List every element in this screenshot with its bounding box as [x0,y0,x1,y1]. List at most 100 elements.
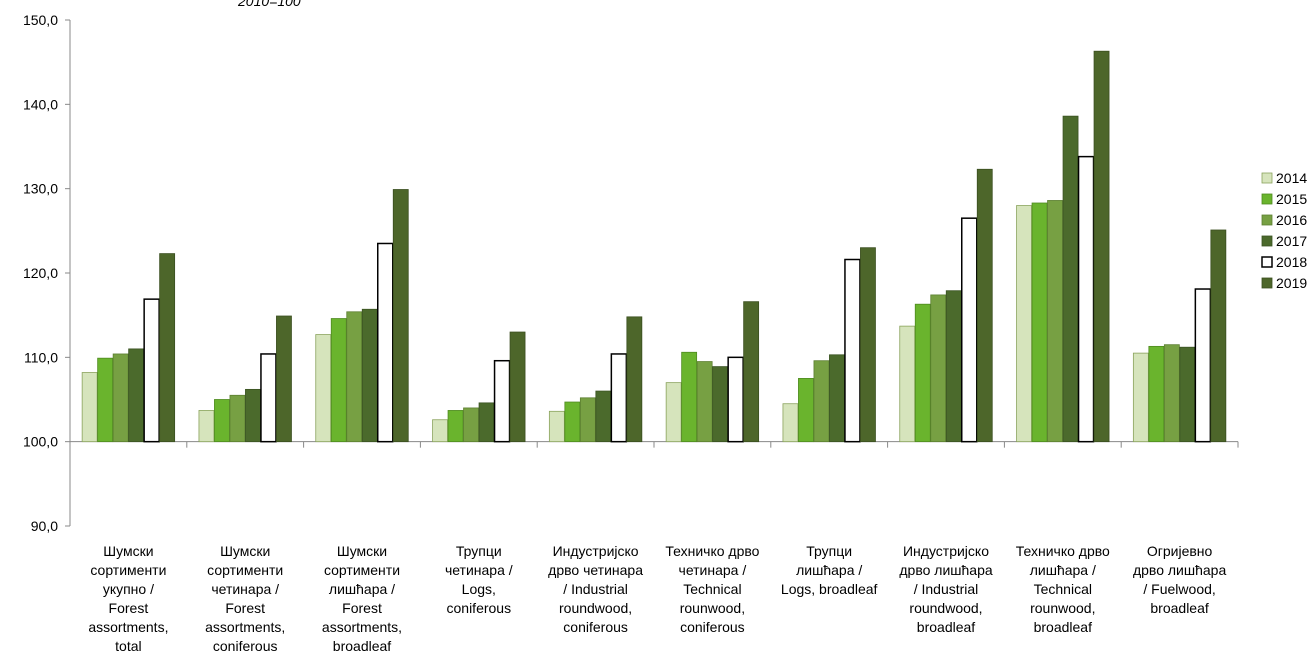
category-label-line: Трупци [456,543,502,559]
category-label-line: четинара / [211,581,279,597]
category-label-line: четинара / [445,562,513,578]
category-label-line: сортименти [207,562,283,578]
category-label-line: coniferous [563,619,628,635]
category-label-line: сортименти [324,562,400,578]
bar-2016 [1163,344,1180,443]
category-label-line: Техничко дрво [1016,543,1110,559]
category-label: Огријевно дрво лишћара / Fuelwood, broadlea… [1133,543,1226,616]
category-label-line: assortments, [322,619,402,635]
category-label-line: Logs, [462,581,496,597]
category-label-line: Forest [342,600,382,616]
bar-2019 [860,247,876,443]
y-tick-label: 120,0 [23,265,58,281]
legend-label-2014: 2014 [1276,170,1307,186]
bar-2019 [626,316,643,443]
category-labels: Шумски сортименти укупно / Forest assortment… [88,543,1226,654]
legend-swatch-2018 [1261,256,1273,268]
bar-2019 [743,301,760,443]
legend-label-2017: 2017 [1276,233,1307,249]
bar-2018 [727,356,744,443]
bar-2016 [1047,200,1063,443]
category-label-line: coniferous [447,600,512,616]
legend-swatch-2019 [1261,277,1273,289]
category-label-line: дрво четинара [548,562,643,578]
bar-2014 [665,382,682,443]
bar-2019 [509,331,526,443]
bar-2016 [463,407,479,443]
category-label: Шумски сортименти укупно / Forest assortment… [88,543,168,654]
category-label-line: broadleaf [917,619,975,635]
legend-label-2018: 2018 [1276,254,1307,270]
bar-2016 [696,361,713,443]
bar-2017 [361,308,378,443]
legend: 2014 2015 2016 2017 2018 2019 [1261,170,1307,291]
bar-2017 [1179,346,1196,443]
bar-2014 [198,410,215,443]
category-label-line: Трупци [806,543,852,559]
category-label-line: total [115,638,141,654]
category-label-line: coniferous [680,619,745,635]
category-label-line: лишћара / [796,562,862,578]
category-label-line: Шумски [337,543,387,559]
y-tick-label: 90,0 [31,518,58,534]
bar-2018 [1194,288,1212,443]
category-label-line: дрво лишћара [1133,562,1226,578]
bar-2016 [229,394,246,443]
y-tick-label: 130,0 [23,181,58,197]
bar-2017 [1062,115,1079,443]
bar-2017 [712,366,729,443]
category-label-line: broadleaf [1150,600,1208,616]
bar-2014 [315,334,332,443]
category-label: Техничко дрво четинара / Technical rounwood… [665,543,759,635]
bar-2019 [1093,50,1110,443]
category-label-line: roundwood, [559,600,632,616]
category-label-line: assortments, [88,619,168,635]
category-label-line: Шумски [220,543,270,559]
bar-2015 [1031,202,1048,443]
bar-2015 [1148,345,1165,443]
category-label-line: Техничко дрво [665,543,759,559]
category-label-line: roundwood, [909,600,982,616]
category-label: Шумски сортименти четинара / Forest assortme… [205,543,285,654]
bar-2018 [260,353,277,443]
bar-2019 [392,189,409,443]
y-tick-label: 110,0 [24,349,58,365]
legend-label-2016: 2016 [1276,212,1307,228]
bar-2014 [1016,205,1032,443]
bar-2019 [1210,229,1227,443]
category-label-line: четинара / [679,562,747,578]
bar-2019 [159,253,176,443]
category-label-line: / Industrial [563,581,628,597]
category-label: Шумски сортименти лишћара / Forest assortmen… [322,543,402,654]
category-label-line: / Industrial [914,581,979,597]
category-label: Трупци лишћара / Logs, broadleaf [781,543,878,597]
category-label-line: Logs, broadleaf [781,581,878,597]
bar-2017 [245,388,261,443]
category-label-line: coniferous [213,638,278,654]
category-label-line: Индустријско [553,543,639,559]
bar-2015 [914,303,931,443]
bar-2018 [493,359,511,443]
category-label-line: assortments, [205,619,285,635]
bar-2016 [930,294,947,443]
category-label: Индустријско дрво четинара / Industrial rou… [548,543,643,635]
bar-2015 [214,399,230,443]
bar-2015 [798,378,814,443]
category-label: Техничко дрво лишћара / Technical rounwood,… [1016,543,1110,635]
legend-swatch-2016 [1261,214,1273,226]
bar-2014 [432,419,448,443]
legend-swatch-2015 [1261,193,1273,205]
bar-2015 [330,318,347,443]
category-label-line: Forest [109,600,149,616]
bar-2014 [782,403,799,443]
category-label-line: broadleaf [1034,619,1092,635]
bar-2016 [112,353,129,443]
category-label-line: Индустријско [903,543,989,559]
category-label-line: укупно / [103,581,154,597]
bar-2019 [976,168,993,443]
bar-2015 [681,351,698,443]
bar-2014 [548,410,565,443]
category-label-line: лишћара / [329,581,395,597]
bar-2015 [564,401,581,443]
